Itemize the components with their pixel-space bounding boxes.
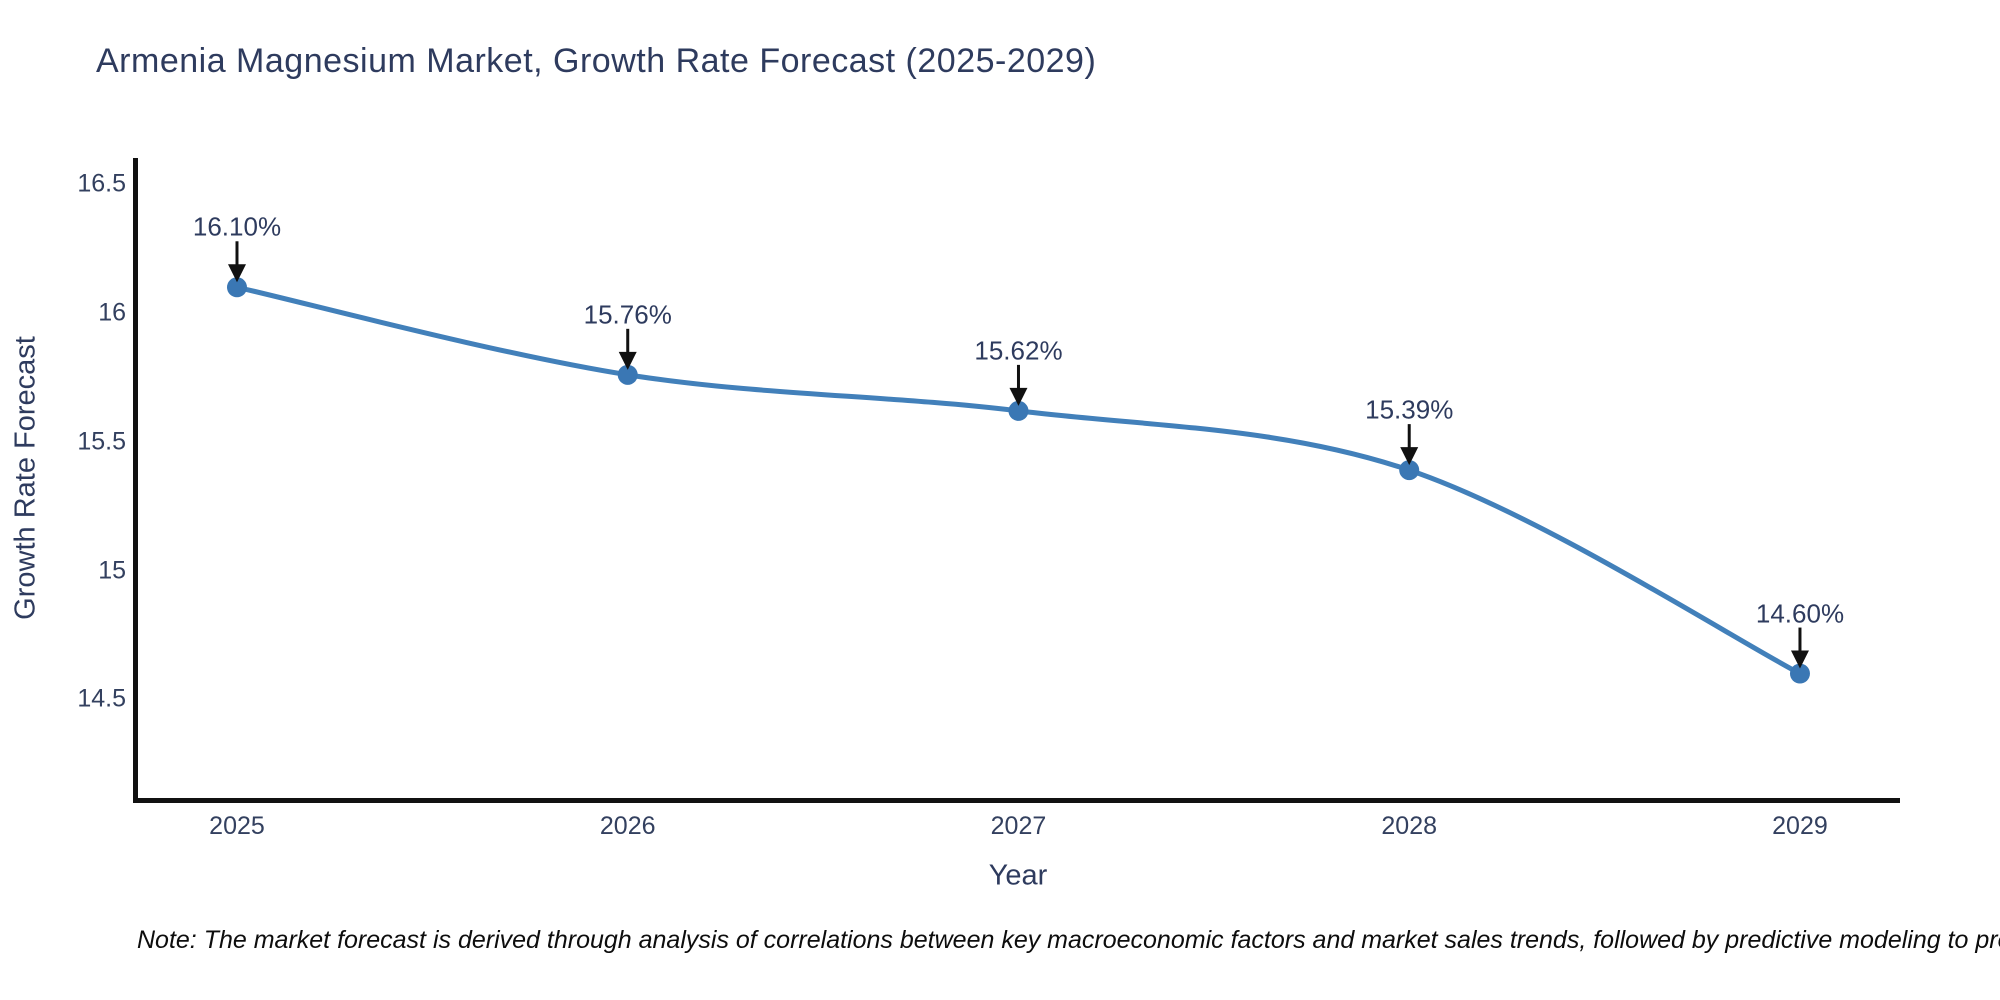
data-point-marker [1399, 460, 1420, 481]
annotation-arrow-head [1400, 447, 1419, 466]
data-point-value-label: 16.10% [192, 211, 282, 242]
footnote-text: Note: The market forecast is derived thr… [137, 926, 2000, 954]
data-point-marker [1008, 400, 1029, 421]
data-point-marker [617, 364, 638, 385]
y-tick-label: 15.5 [77, 427, 126, 456]
data-point-value-label: 15.39% [1365, 394, 1454, 425]
chart-title: Armenia Magnesium Market, Growth Rate Fo… [96, 42, 1097, 80]
data-point-value-label: 14.60% [1755, 598, 1845, 629]
data-point-marker [226, 277, 247, 298]
x-tick-label: 2025 [209, 812, 265, 840]
y-axis-line [133, 158, 138, 803]
x-tick-label: 2027 [990, 812, 1047, 840]
y-tick-label: 16 [98, 298, 126, 327]
x-tick-label: 2029 [1772, 812, 1828, 840]
y-axis-title: Growth Rate Forecast [9, 336, 42, 620]
x-axis-title: Year [988, 859, 1048, 892]
data-point-marker [1789, 663, 1810, 684]
y-tick-label: 14.5 [77, 684, 126, 713]
y-tick-label: 16.5 [77, 169, 126, 198]
annotation-arrow-head [618, 351, 637, 370]
annotation-arrow-head [227, 264, 246, 283]
data-point-value-label: 15.76% [583, 299, 672, 330]
x-tick-label: 2026 [599, 812, 656, 840]
annotation-arrow-head [1790, 650, 1809, 669]
x-tick-label: 2028 [1381, 812, 1438, 840]
data-point-value-label: 15.62% [974, 335, 1063, 366]
y-tick-label: 15 [98, 556, 126, 585]
x-axis-line [133, 798, 1900, 803]
annotation-arrow-head [1009, 387, 1028, 406]
